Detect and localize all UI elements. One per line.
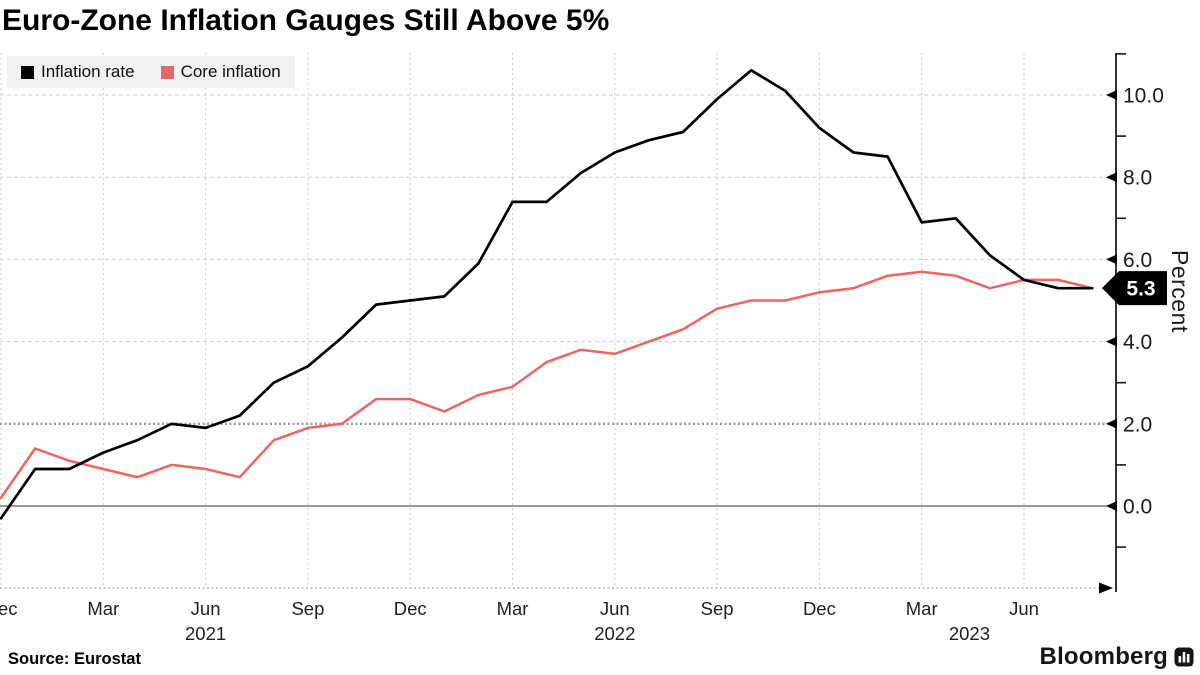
legend-item-inflation-rate: Inflation rate <box>21 62 135 82</box>
x-axis-arrow <box>1099 582 1113 594</box>
x-year-label: 2022 <box>594 623 635 644</box>
legend: Inflation rate Core inflation <box>7 56 295 88</box>
y-tick-label: 2.0 <box>1123 413 1152 436</box>
legend-item-core-inflation: Core inflation <box>160 62 281 82</box>
bloomberg-bars-icon <box>1174 647 1194 667</box>
y-tick-label: 6.0 <box>1123 249 1152 272</box>
inflation-rate-swatch <box>21 65 34 79</box>
x-year-label: 2023 <box>949 623 990 644</box>
x-year-label: 2021 <box>185 623 226 644</box>
y-tick-label: 8.0 <box>1123 167 1152 190</box>
source-note: Source: Eurostat <box>8 650 141 668</box>
bloomberg-wordmark: Bloomberg <box>1039 643 1168 670</box>
y-tick-arrow <box>1106 418 1117 429</box>
legend-label: Core inflation <box>180 62 281 81</box>
x-tick-label: Jun <box>600 598 630 619</box>
y-major-ticks: 10.0 8.0 6.0 4.0 2.0 0.0 <box>1106 85 1164 519</box>
x-tick-label: Jun <box>1009 598 1039 619</box>
last-value-badge-label: 5.3 <box>1126 278 1155 301</box>
core-inflation-line <box>0 270 1094 500</box>
x-tick-label: Dec <box>803 598 836 619</box>
series-lines <box>0 68 1094 520</box>
last-value-badge <box>1102 271 1167 306</box>
y-tick-label: 10.0 <box>1123 85 1164 108</box>
y-tick-arrow <box>1106 254 1117 265</box>
y-axis-title: Percent <box>1167 250 1193 333</box>
core-inflation-swatch <box>160 65 174 79</box>
x-tick-labels: Dec Mar Jun Sep Dec Mar Jun Sep Dec Mar Jun 2021 202… <box>0 598 1039 644</box>
y-tick-arrow <box>1106 90 1117 100</box>
y-tick-label: 0.0 <box>1123 496 1152 519</box>
y-tick-arrow <box>1106 501 1117 511</box>
x-tick-label: Dec <box>0 598 17 619</box>
bloomberg-brand: Bloomberg <box>1040 643 1194 671</box>
x-tick-label: Mar <box>497 598 529 619</box>
inflation-rate-line <box>0 68 1094 520</box>
y-tick-arrow <box>1106 172 1117 183</box>
x-tick-label: Jun <box>191 598 221 619</box>
vertical-gridlines <box>0 53 1025 588</box>
x-tick-label: Mar <box>87 598 119 619</box>
x-tick-label: Sep <box>291 598 324 619</box>
chart-title: Euro-Zone Inflation Gauges Still Above 5… <box>2 4 610 37</box>
x-tick-label: Sep <box>701 598 734 619</box>
y-tick-arrow <box>1106 336 1117 347</box>
legend-label: Inflation rate <box>41 62 135 81</box>
y-tick-label: 4.0 <box>1123 331 1152 354</box>
horizontal-gridlines <box>0 94 1116 343</box>
x-tick-label: Dec <box>394 598 427 619</box>
x-tick-label: Mar <box>906 598 938 619</box>
